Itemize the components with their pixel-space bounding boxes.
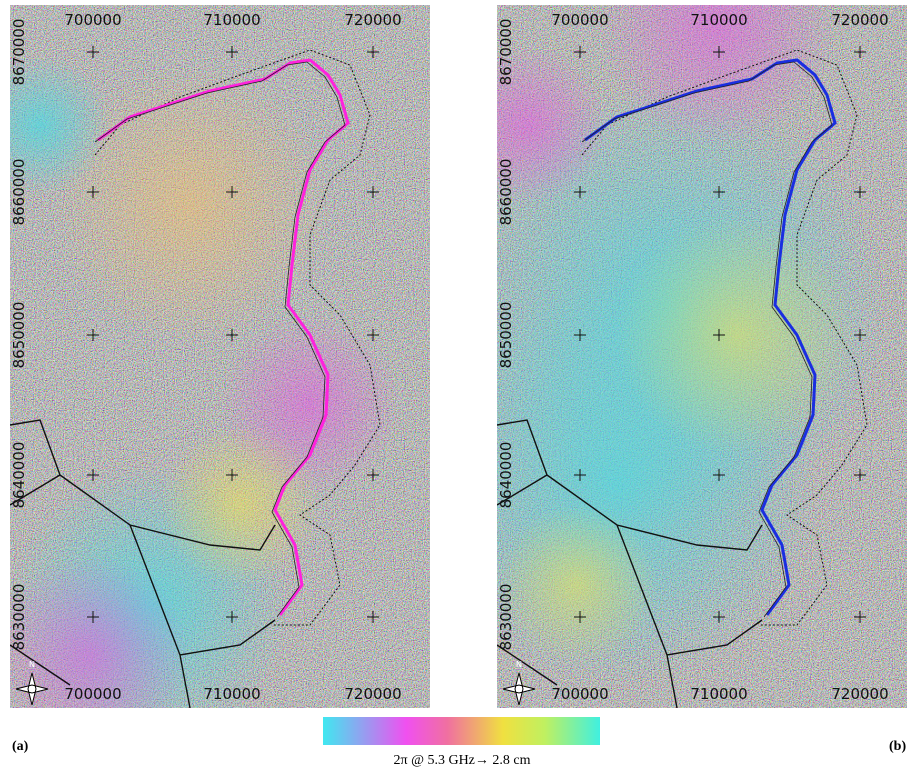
x-label-top: 700000 [551,11,608,29]
y-label: 8630000 [10,584,28,651]
figure: 2π @ 5.3 GHz→ 2.8 cm 7000007100007200007… [0,0,907,772]
map-panel: 700000 710000 720000 700000 710000 720000 8670… [0,5,430,755]
interferogram: 700000 710000 720000 700000 710000 720000 8670… [417,0,907,708]
colorbar [323,717,600,745]
colorbar-caption: 2π @ 5.3 GHz→ 2.8 cm [394,753,531,768]
x-label-bottom: 700000 [64,685,121,703]
x-label-bottom: 710000 [203,685,260,703]
north-label: N [516,660,522,669]
phase-fringe [160,425,320,585]
phase-fringe [447,45,607,205]
y-label: 8670000 [10,19,28,86]
x-label-top: 710000 [203,11,260,29]
x-label-top: 720000 [344,11,401,29]
y-label: 8670000 [497,19,515,86]
y-label: 8660000 [497,159,515,226]
y-label: 8650000 [10,302,28,369]
panel-label: (a) [12,739,29,754]
x-label-bottom: 710000 [690,685,747,703]
north-label: N [29,660,35,669]
phase-fringe [617,215,857,455]
interferogram: 700000 710000 720000 700000 710000 720000 8670… [0,5,430,755]
x-label-top: 710000 [690,11,747,29]
x-label-bottom: 700000 [551,685,608,703]
y-label: 8650000 [497,302,515,369]
y-label: 8640000 [10,442,28,509]
y-label: 8640000 [497,442,515,509]
x-label-bottom: 720000 [344,685,401,703]
x-label-bottom: 720000 [831,685,888,703]
map-panel: 700000 710000 720000 700000 710000 720000 8670… [417,0,907,708]
y-label: 8660000 [10,159,28,226]
y-label: 8630000 [497,584,515,651]
x-label-top: 720000 [831,11,888,29]
panel-label: (b) [889,739,906,754]
x-label-top: 700000 [64,11,121,29]
